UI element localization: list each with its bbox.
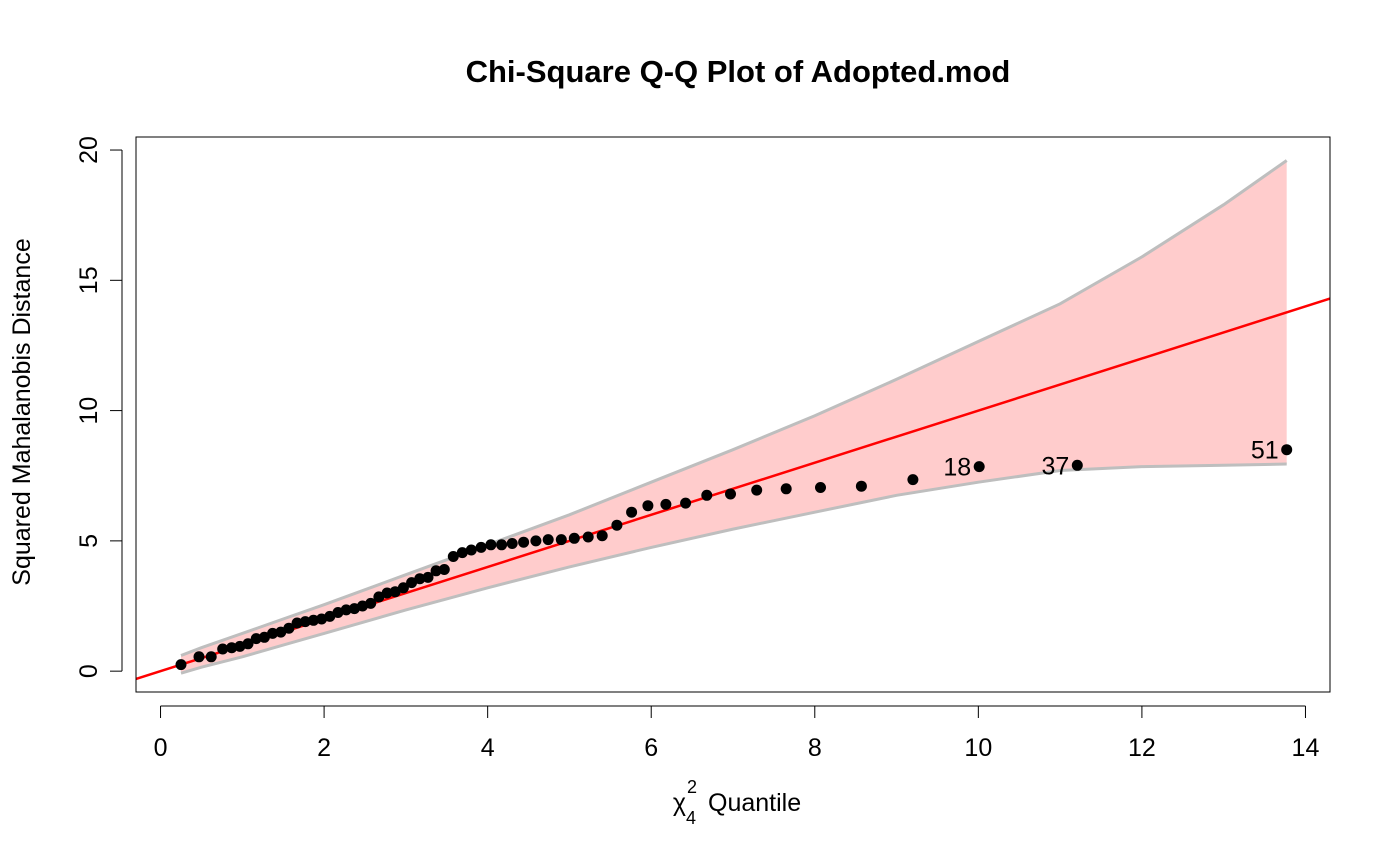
data-point: [582, 531, 594, 543]
data-point: [438, 564, 450, 575]
data-point: [414, 573, 426, 585]
data-point: [226, 642, 238, 654]
x-axis-subscript: 4: [686, 808, 696, 828]
data-point: [324, 610, 336, 622]
point-label: 37: [1041, 452, 1069, 480]
data-point: [701, 489, 713, 501]
x-axis: 0 2 4 6 8 10 12 14: [154, 705, 1320, 762]
data-point: [340, 604, 352, 616]
data-point: [299, 616, 311, 628]
data-point: [456, 547, 468, 559]
data-point: [815, 482, 826, 493]
data-point: [258, 631, 270, 643]
data-point: [568, 532, 580, 544]
data-point: [365, 597, 377, 609]
envelope-upper-bound: [180, 159, 1288, 657]
y-tick-label: 10: [75, 397, 103, 425]
data-point: [1281, 444, 1293, 456]
data-point: [373, 591, 385, 603]
data-point: [626, 506, 638, 518]
data-point: [475, 541, 487, 553]
data-point: [973, 461, 985, 473]
data-point: [406, 577, 418, 589]
data-point: [680, 497, 692, 509]
data-point: [751, 484, 763, 496]
point-label: 51: [1251, 437, 1279, 465]
y-tick-label: 15: [75, 266, 103, 294]
y-axis-title: Squared Mahalanobis Distance: [8, 238, 36, 585]
envelope-lower-bound: [180, 462, 1287, 675]
data-point: [397, 582, 409, 594]
data-point: [642, 500, 654, 512]
y-tick-label: 0: [75, 664, 103, 678]
data-point: [855, 480, 867, 492]
data-point: [660, 498, 672, 510]
x-tick-label: 14: [1292, 734, 1320, 762]
x-tick-label: 6: [644, 734, 658, 762]
data-point: [1071, 459, 1083, 471]
data-point: [780, 483, 792, 495]
data-point: [485, 539, 497, 551]
data-point: [430, 565, 442, 577]
x-tick-label: 0: [154, 734, 168, 762]
data-point: [725, 488, 736, 500]
x-tick-label: 12: [1128, 734, 1156, 762]
envelope-fill: [181, 160, 1287, 674]
data-point: [291, 617, 303, 629]
x-axis-superscript: 2: [687, 777, 697, 797]
confidence-envelope: [180, 159, 1288, 675]
data-points: [175, 444, 1293, 671]
data-point: [506, 538, 518, 549]
point-labels: 18 37 51: [943, 437, 1278, 482]
chart-title: Chi-Square Q-Q Plot of Adopted.mod: [466, 54, 1011, 89]
plot-area: [136, 159, 1330, 681]
data-point: [250, 633, 262, 645]
data-point: [518, 536, 530, 548]
data-point: [217, 643, 229, 655]
data-point: [389, 586, 401, 598]
y-axis: 0 5 10 15 20: [75, 136, 123, 678]
plot-frame: [135, 136, 1331, 693]
x-tick-label: 4: [481, 734, 495, 762]
x-axis-symbol: χ: [673, 789, 686, 817]
data-point: [175, 659, 187, 671]
data-point: [242, 638, 254, 650]
data-point: [907, 474, 919, 486]
data-point: [496, 539, 508, 551]
data-point: [283, 622, 295, 634]
y-tick-label: 20: [75, 136, 103, 164]
data-point: [542, 534, 554, 546]
point-label: 18: [943, 454, 971, 482]
data-point: [555, 534, 567, 546]
data-point: [205, 651, 217, 663]
x-axis-title: χ2 4 Quantile: [673, 777, 801, 828]
data-point: [422, 571, 434, 583]
data-point: [611, 519, 623, 531]
data-point: [267, 627, 279, 639]
x-tick-label: 10: [964, 734, 992, 762]
data-point: [530, 535, 542, 547]
data-point: [381, 587, 393, 599]
y-tick-label: 5: [75, 534, 103, 548]
x-axis-text: Quantile: [708, 789, 801, 817]
x-tick-label: 8: [808, 734, 822, 762]
data-point: [596, 530, 608, 542]
data-point: [465, 544, 477, 556]
data-point: [447, 551, 459, 562]
x-tick-label: 2: [317, 734, 331, 762]
data-point: [308, 614, 319, 626]
data-point: [193, 651, 205, 663]
